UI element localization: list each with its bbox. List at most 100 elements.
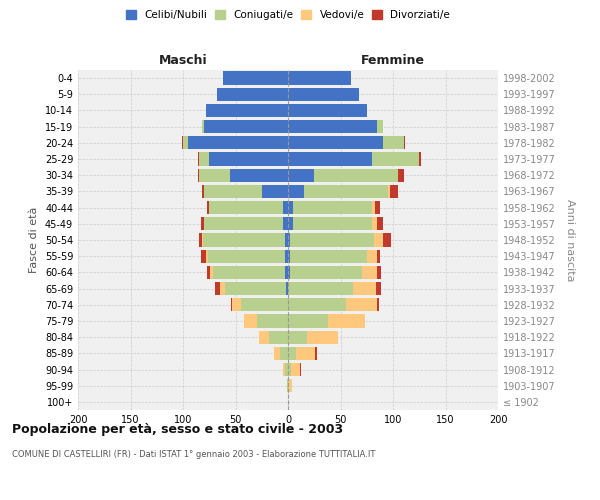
Bar <box>288 363 291 376</box>
Bar <box>288 168 314 182</box>
Bar <box>288 379 289 392</box>
Bar <box>274 346 280 360</box>
Bar <box>288 234 290 246</box>
Bar <box>288 72 351 85</box>
Bar <box>288 298 346 312</box>
Bar <box>209 152 288 166</box>
Bar <box>280 346 288 360</box>
Bar <box>288 185 304 198</box>
Bar <box>419 152 421 166</box>
Bar <box>215 282 220 295</box>
Bar <box>372 217 377 230</box>
Bar <box>197 152 199 166</box>
Legend: Celibi/Nubili, Coniugati/e, Vedovi/e, Divorziati/e: Celibi/Nubili, Coniugati/e, Vedovi/e, Di… <box>124 8 452 22</box>
Bar <box>214 266 285 279</box>
Text: Maschi: Maschi <box>158 54 208 67</box>
Bar <box>377 266 382 279</box>
Bar <box>288 104 367 117</box>
Bar <box>346 298 377 312</box>
Bar <box>285 363 288 376</box>
Bar <box>288 201 293 214</box>
Bar <box>296 346 316 360</box>
Bar <box>377 250 380 263</box>
Bar <box>288 136 383 149</box>
Bar <box>304 185 388 198</box>
Bar <box>217 88 288 101</box>
Bar <box>377 298 379 312</box>
Bar <box>257 314 288 328</box>
Bar <box>290 266 362 279</box>
Bar <box>376 282 382 295</box>
Bar <box>372 201 375 214</box>
Bar <box>223 72 288 85</box>
Bar <box>203 234 285 246</box>
Bar <box>285 266 288 279</box>
Bar <box>383 234 391 246</box>
Bar <box>208 250 285 263</box>
Bar <box>204 217 283 230</box>
Bar <box>288 330 307 344</box>
Bar <box>207 201 209 214</box>
Bar <box>288 346 296 360</box>
Bar <box>204 120 288 134</box>
Bar <box>210 266 214 279</box>
Bar <box>283 217 288 230</box>
Bar <box>262 185 288 198</box>
Bar <box>241 298 288 312</box>
Text: COMUNE DI CASTELLIRI (FR) - Dati ISTAT 1° gennaio 2003 - Elaborazione TUTTITALIA: COMUNE DI CASTELLIRI (FR) - Dati ISTAT 1… <box>12 450 376 459</box>
Bar <box>204 185 262 198</box>
Bar <box>285 234 288 246</box>
Bar <box>209 201 283 214</box>
Bar <box>290 234 374 246</box>
Bar <box>286 282 288 295</box>
Bar <box>288 152 372 166</box>
Bar <box>374 234 383 246</box>
Bar <box>375 201 380 214</box>
Bar <box>316 346 317 360</box>
Bar <box>269 330 288 344</box>
Bar <box>188 136 288 149</box>
Bar <box>314 168 398 182</box>
Bar <box>288 314 328 328</box>
Bar <box>377 217 383 230</box>
Bar <box>288 266 290 279</box>
Bar <box>202 120 204 134</box>
Bar <box>183 136 188 149</box>
Bar <box>199 168 230 182</box>
Text: Popolazione per età, sesso e stato civile - 2003: Popolazione per età, sesso e stato civil… <box>12 422 343 436</box>
Bar <box>288 88 359 101</box>
Bar <box>288 282 353 295</box>
Text: Femmine: Femmine <box>361 54 425 67</box>
Bar <box>367 250 377 263</box>
Bar <box>291 363 299 376</box>
Bar <box>372 152 419 166</box>
Bar <box>328 314 365 328</box>
Bar <box>232 298 241 312</box>
Bar <box>199 152 209 166</box>
Bar <box>361 266 377 279</box>
Bar <box>220 282 225 295</box>
Bar <box>230 168 288 182</box>
Bar <box>377 120 383 134</box>
Bar <box>182 136 183 149</box>
Y-axis label: Fasce di età: Fasce di età <box>29 207 39 273</box>
Bar <box>207 266 210 279</box>
Bar <box>293 201 372 214</box>
Bar <box>197 168 199 182</box>
Bar <box>398 168 404 182</box>
Bar <box>283 201 288 214</box>
Bar <box>202 234 203 246</box>
Bar <box>201 250 206 263</box>
Bar <box>206 250 208 263</box>
Bar <box>288 120 377 134</box>
Bar <box>353 282 376 295</box>
Y-axis label: Anni di nascita: Anni di nascita <box>565 198 575 281</box>
Bar <box>383 136 404 149</box>
Bar <box>307 330 338 344</box>
Bar <box>201 217 204 230</box>
Bar <box>202 185 204 198</box>
Bar <box>290 250 367 263</box>
Bar <box>285 250 288 263</box>
Bar <box>299 363 301 376</box>
Bar <box>388 185 390 198</box>
